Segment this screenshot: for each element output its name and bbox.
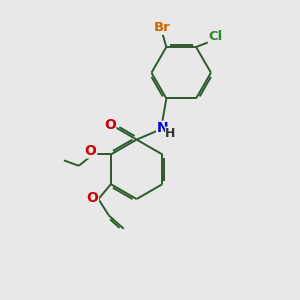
Text: O: O [86,190,98,205]
Text: O: O [85,144,97,158]
Text: Cl: Cl [208,30,223,43]
Text: N: N [157,121,168,135]
Text: H: H [165,127,176,140]
Text: O: O [104,118,116,132]
Text: Br: Br [154,21,171,34]
